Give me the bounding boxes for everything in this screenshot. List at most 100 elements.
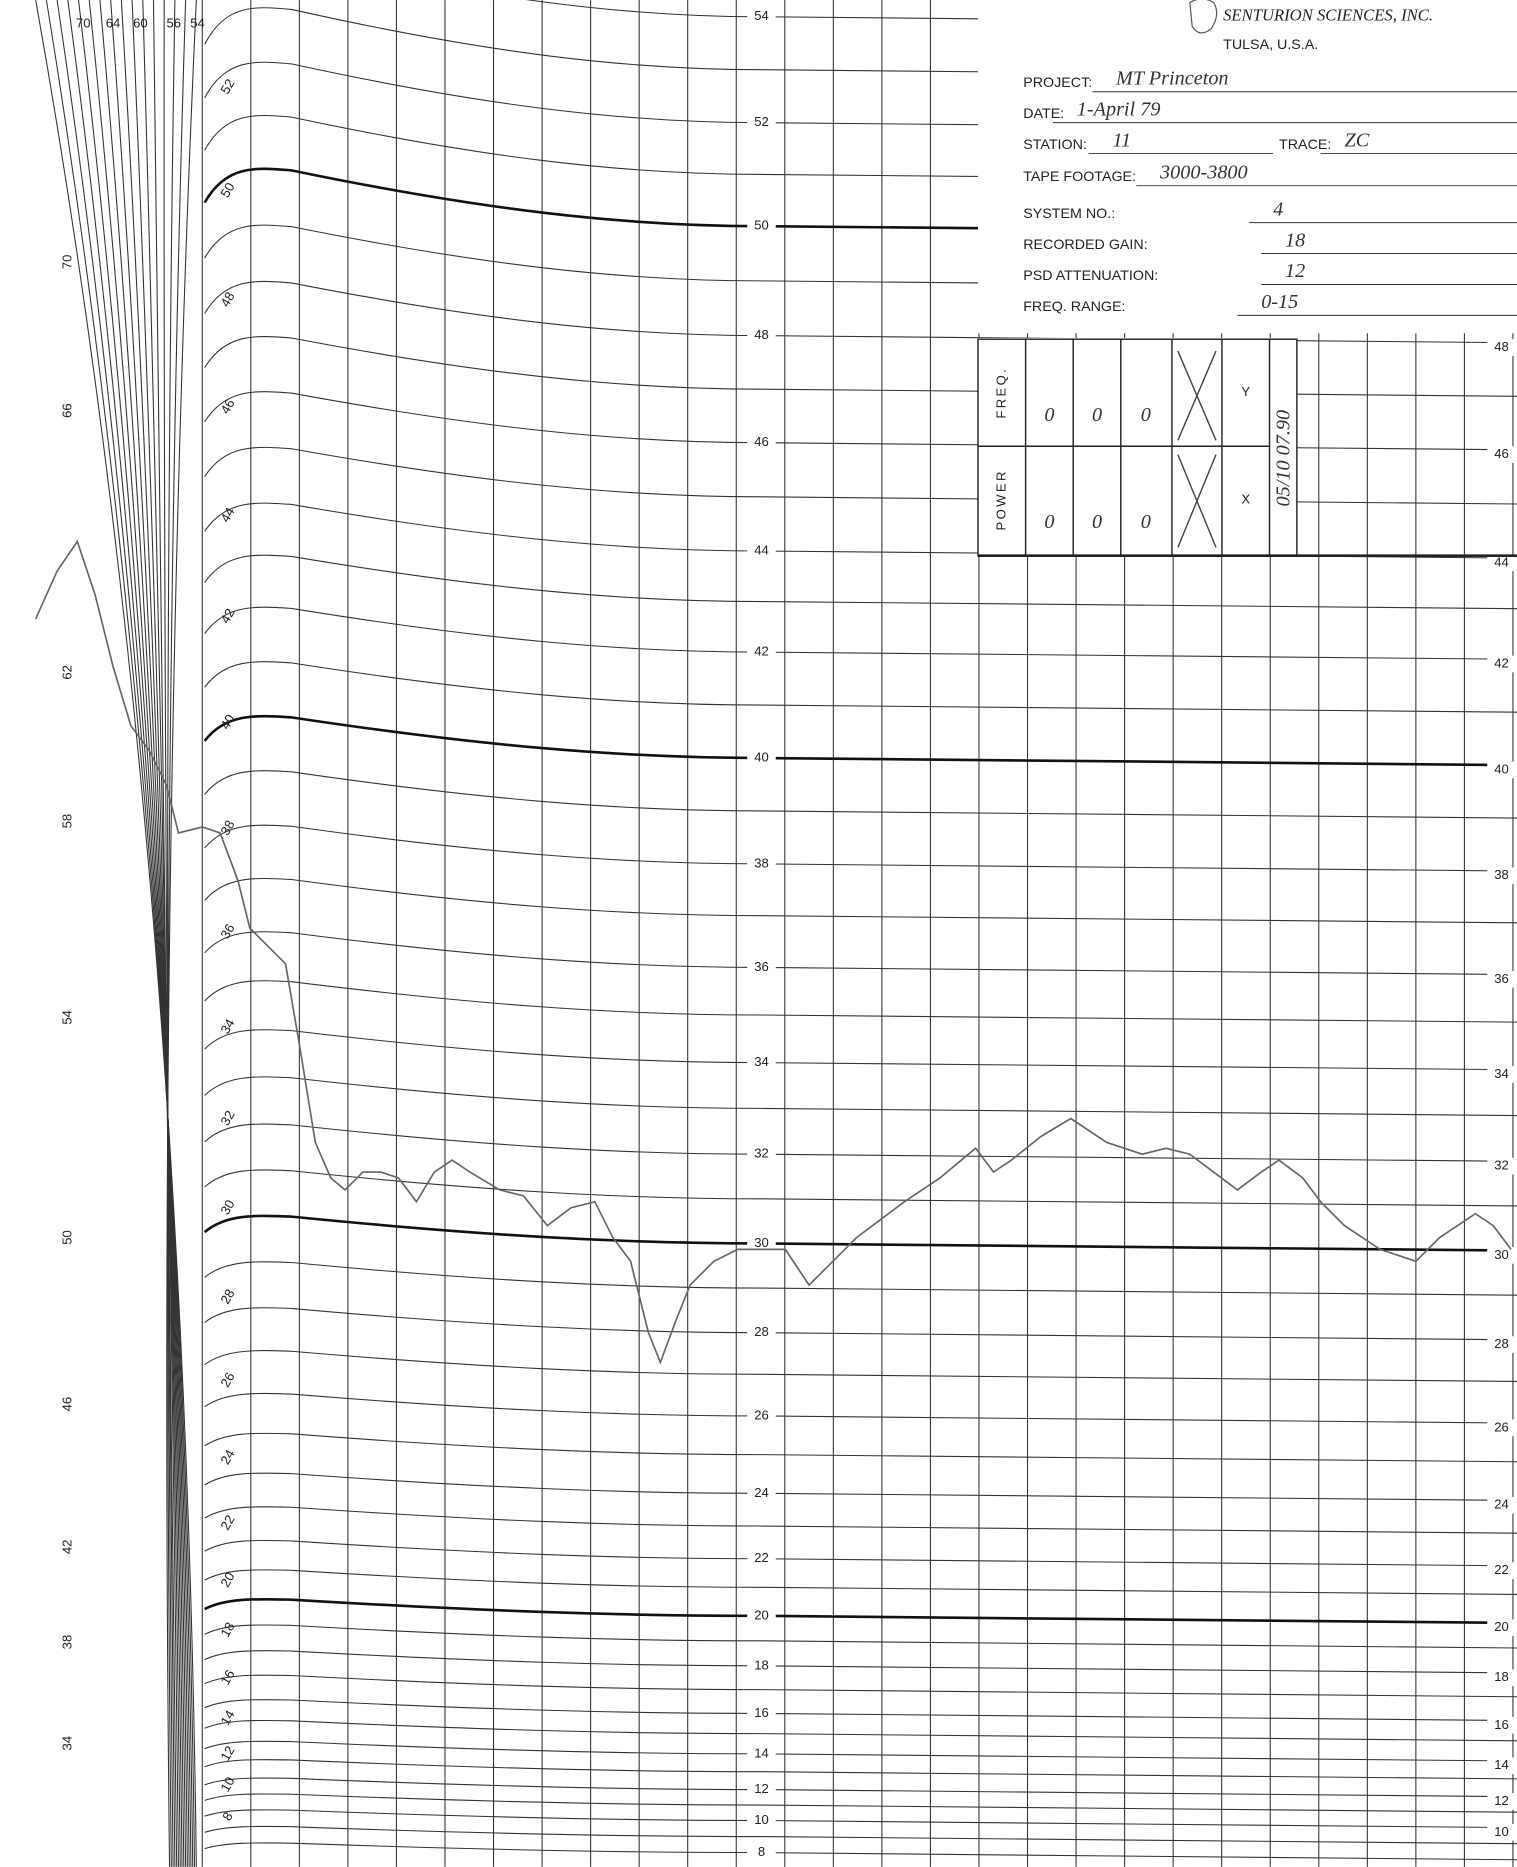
- curve-label: 52: [217, 76, 237, 96]
- label-bg: [1487, 1757, 1517, 1775]
- top-label: 64: [106, 15, 121, 30]
- scale-label: 22: [1494, 1562, 1509, 1577]
- curve-label: 38: [217, 818, 237, 838]
- grid-line: [204, 1392, 1517, 1424]
- label-bg: [1487, 867, 1517, 885]
- grid-line: [204, 770, 1517, 819]
- scale-label: 54: [754, 8, 769, 23]
- location: TULSA, U.S.A.: [1223, 37, 1318, 53]
- row-label: POWER: [993, 469, 1008, 530]
- field-value: 11: [1112, 129, 1131, 151]
- curve-label: 32: [217, 1108, 237, 1128]
- label-bg: [1487, 1824, 1517, 1841]
- field-value: 12: [1285, 260, 1305, 282]
- label-bg: [1487, 1336, 1517, 1353]
- cross-out: [1177, 350, 1217, 548]
- field-value: ZC: [1344, 129, 1369, 151]
- scale-label: 16: [754, 1705, 769, 1720]
- label-bg: [747, 749, 776, 767]
- grid-line: [204, 1432, 1517, 1463]
- fan-line: [45, 0, 196, 1867]
- grid-line: [204, 1261, 1517, 1296]
- label-bg: [747, 1745, 776, 1763]
- fan-line: [163, 0, 176, 1867]
- label-bg: [1487, 655, 1517, 673]
- grid-line: [204, 1029, 1517, 1071]
- label-bg: [747, 327, 776, 344]
- label-bg: [747, 1145, 776, 1163]
- grid-line: [204, 1472, 1517, 1501]
- cell-value: 0: [1044, 511, 1054, 533]
- form-fields: PROJECT: MT Princeton DATE: 1-April 79 STATI…: [1023, 67, 1517, 316]
- curve-label: 22: [217, 1512, 237, 1532]
- cell-value: 0: [1044, 404, 1054, 426]
- outer-label: 62: [59, 665, 74, 680]
- label-bg: [1487, 1247, 1517, 1264]
- grid-line: [204, 446, 1517, 505]
- curve-label: 26: [217, 1370, 237, 1390]
- curve-label: 28: [217, 1286, 237, 1306]
- row-label: FREQ.: [993, 367, 1008, 419]
- grid-line: [204, 661, 1517, 713]
- field-value: 18: [1285, 229, 1305, 251]
- grid-line: [204, 391, 1517, 451]
- label-bg: [747, 217, 776, 235]
- label-bg: [1487, 1619, 1517, 1637]
- grid-line: [204, 1650, 1517, 1674]
- outer-label: 50: [59, 1230, 74, 1245]
- cell-value: 0: [1141, 511, 1151, 533]
- cell-value: 0: [1092, 404, 1102, 426]
- grid-line: [204, 1809, 1517, 1829]
- curve-label: 20: [217, 1570, 237, 1590]
- scale-label: 24: [1494, 1497, 1509, 1512]
- field-value: 0-15: [1261, 291, 1298, 313]
- major-line: [203, 714, 1517, 767]
- field-label: STATION:: [1023, 137, 1087, 153]
- grid-line: [204, 931, 1517, 976]
- label-bg: [59, 660, 77, 685]
- top-label: 54: [190, 15, 205, 30]
- label-bg: [747, 1812, 776, 1829]
- scale-label: 40: [754, 749, 769, 764]
- cell-value: 0: [1141, 404, 1151, 426]
- field-label: SYSTEM NO.:: [1023, 206, 1115, 222]
- fan-line: [56, 0, 194, 1867]
- outer-label: 66: [59, 403, 74, 418]
- curve-label: 24: [217, 1447, 237, 1467]
- label-bg: [59, 1005, 77, 1030]
- grid-line: [204, 1699, 1517, 1722]
- form-area: [978, 0, 1517, 334]
- label-bg: [747, 1781, 776, 1798]
- scale-label: 32: [1494, 1158, 1509, 1173]
- fan-line: [67, 0, 192, 1867]
- scale-label: 30: [754, 1235, 769, 1250]
- scale-label: 42: [754, 644, 769, 659]
- scale-label: 24: [754, 1485, 769, 1500]
- label-bg: [747, 1054, 776, 1071]
- curve-label: 18: [217, 1620, 237, 1640]
- grid-line: [204, 877, 1517, 924]
- fan-line: [77, 0, 190, 1867]
- cell-value: 0: [1092, 511, 1102, 533]
- scale-label: 48: [1494, 339, 1509, 354]
- scale-label: 38: [1494, 867, 1509, 882]
- outer-label: 46: [59, 1397, 74, 1412]
- label-bg: [1487, 970, 1517, 988]
- label-bg: [59, 1392, 77, 1416]
- grid-line: [204, 7, 1517, 78]
- grid-line: [204, 502, 1517, 559]
- label-bg: [747, 1705, 776, 1722]
- label-bg: [747, 855, 776, 873]
- curve-label: 44: [217, 505, 237, 525]
- outer-label: 70: [59, 255, 74, 270]
- label-bg: [1487, 1669, 1517, 1687]
- fan-line: [152, 0, 178, 1867]
- axis-label: Y: [1241, 384, 1250, 399]
- grid-line: [204, 1842, 1517, 1861]
- table-area: [978, 338, 1297, 557]
- grid-line: [204, 824, 1517, 872]
- grid-line: [204, 1307, 1517, 1341]
- curve-label: 40: [217, 712, 237, 732]
- recorded-trace: [34, 539, 1512, 1365]
